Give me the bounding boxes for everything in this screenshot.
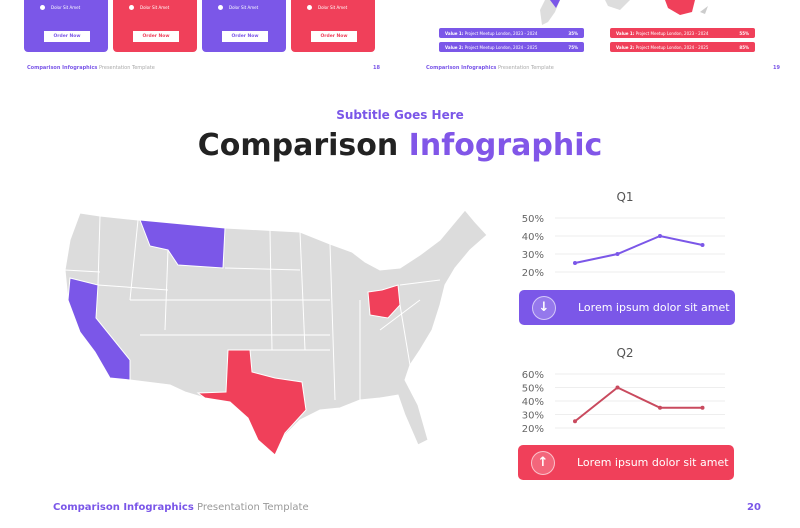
order-now-button[interactable]: Order Now <box>311 31 357 42</box>
page-number: 20 <box>747 502 761 513</box>
data-point <box>658 234 662 238</box>
q2-chart-title: Q2 <box>616 346 634 360</box>
q1-chart-title: Q1 <box>616 190 634 204</box>
value-bar-percent: 75% <box>568 44 578 50</box>
feature-item: Dolor Sit Amet <box>40 5 80 10</box>
check-icon <box>218 5 223 10</box>
y-tick-label: 20% <box>522 268 544 279</box>
feature-text: Dolor Sit Amet <box>140 5 170 10</box>
value-bar-label: Value 1: Project Meetup London, 2023 - 2… <box>616 30 709 36</box>
feature-text: Dolor Sit Amet <box>51 5 81 10</box>
slide18-page-number: 18 <box>373 65 380 71</box>
y-tick-label: 30% <box>522 250 544 261</box>
state-california <box>67 277 131 381</box>
check-icon <box>307 5 312 10</box>
data-point <box>700 405 705 410</box>
value-bar: Value 1: Project Meetup London, 2023 - 2… <box>439 28 584 38</box>
data-point <box>658 405 662 410</box>
feature-text: Dolor Sit Amet <box>318 5 348 10</box>
data-point <box>615 385 620 390</box>
data-point <box>615 252 620 256</box>
slide-subtitle: Subtitle Goes Here <box>336 108 464 122</box>
pricing-card: Dolor Sit Amet Order Now <box>291 0 375 52</box>
pricing-card: Dolor Sit Amet Order Now <box>113 0 197 52</box>
data-point <box>573 261 577 265</box>
feature-item: Dolor Sit Amet <box>218 5 258 10</box>
q1-line-chart: 50% 40% 30% 20% <box>522 214 725 279</box>
value-bar: Value 2: Project Meetup London, 2024 - 2… <box>610 42 755 52</box>
value-bar-percent: 35% <box>568 30 578 36</box>
slide19-page-number: 19 <box>773 65 780 71</box>
value-bar-label: Value 2: Project Meetup London, 2024 - 2… <box>616 44 709 50</box>
arrow-up-icon: ↑ <box>531 450 555 475</box>
data-point <box>700 243 705 247</box>
y-tick-label: 60% <box>522 370 544 381</box>
world-map-fragment <box>540 0 708 25</box>
order-now-button[interactable]: Order Now <box>133 31 179 42</box>
y-tick-label: 40% <box>522 232 544 243</box>
feature-item: Dolor Sit Amet <box>307 5 347 10</box>
pricing-card: Dolor Sit Amet Order Now <box>202 0 286 52</box>
value-bar: Value 2: Project Meetup London, 2024 - 2… <box>439 42 584 52</box>
y-tick-label: 40% <box>522 397 544 408</box>
q1-banner: ↓ Lorem ipsum dolor sit amet <box>519 290 735 325</box>
pricing-card: Dolor Sit Amet Order Now <box>24 0 108 52</box>
us-map-base <box>64 209 488 456</box>
value-bar-percent: 85% <box>739 44 749 50</box>
value-bar-percent: 55% <box>739 30 749 36</box>
data-point <box>573 419 577 424</box>
y-tick-label: 30% <box>522 411 544 422</box>
q2-line-chart: 60% 50% 40% 30% 20% <box>522 370 725 435</box>
state-ohio <box>367 284 401 319</box>
y-tick-label: 50% <box>522 384 544 395</box>
feature-text: Dolor Sit Amet <box>229 5 259 10</box>
value-bar: Value 1: Project Meetup London, 2023 - 2… <box>610 28 755 38</box>
q1-banner-text: Lorem ipsum dolor sit amet <box>578 301 730 314</box>
slide19-footer: Comparison Infographics Presentation Tem… <box>426 65 554 71</box>
arrow-down-icon: ↓ <box>532 295 556 320</box>
y-tick-label: 20% <box>522 424 544 435</box>
order-now-button[interactable]: Order Now <box>44 31 90 42</box>
value-bar-label: Value 2: Project Meetup London, 2024 - 2… <box>445 44 538 50</box>
slide-footer: Comparison Infographics Presentation Tem… <box>53 502 309 513</box>
slide18-footer: Comparison Infographics Presentation Tem… <box>27 65 155 71</box>
value-bar-label: Value 1: Project Meetup London, 2023 - 2… <box>445 30 538 36</box>
feature-item: Dolor Sit Amet <box>129 5 169 10</box>
q2-banner-text: Lorem ipsum dolor sit amet <box>577 456 729 469</box>
state-montana <box>139 219 226 269</box>
us-map <box>64 209 488 456</box>
series-line <box>574 386 703 423</box>
check-icon <box>40 5 45 10</box>
slide-title: Comparison Infographic <box>197 128 603 163</box>
q2-banner: ↑ Lorem ipsum dolor sit amet <box>518 445 734 480</box>
check-icon <box>129 5 134 10</box>
order-now-button[interactable]: Order Now <box>222 31 268 42</box>
series-line <box>574 234 703 264</box>
state-texas <box>196 349 307 456</box>
y-tick-label: 50% <box>522 214 544 225</box>
